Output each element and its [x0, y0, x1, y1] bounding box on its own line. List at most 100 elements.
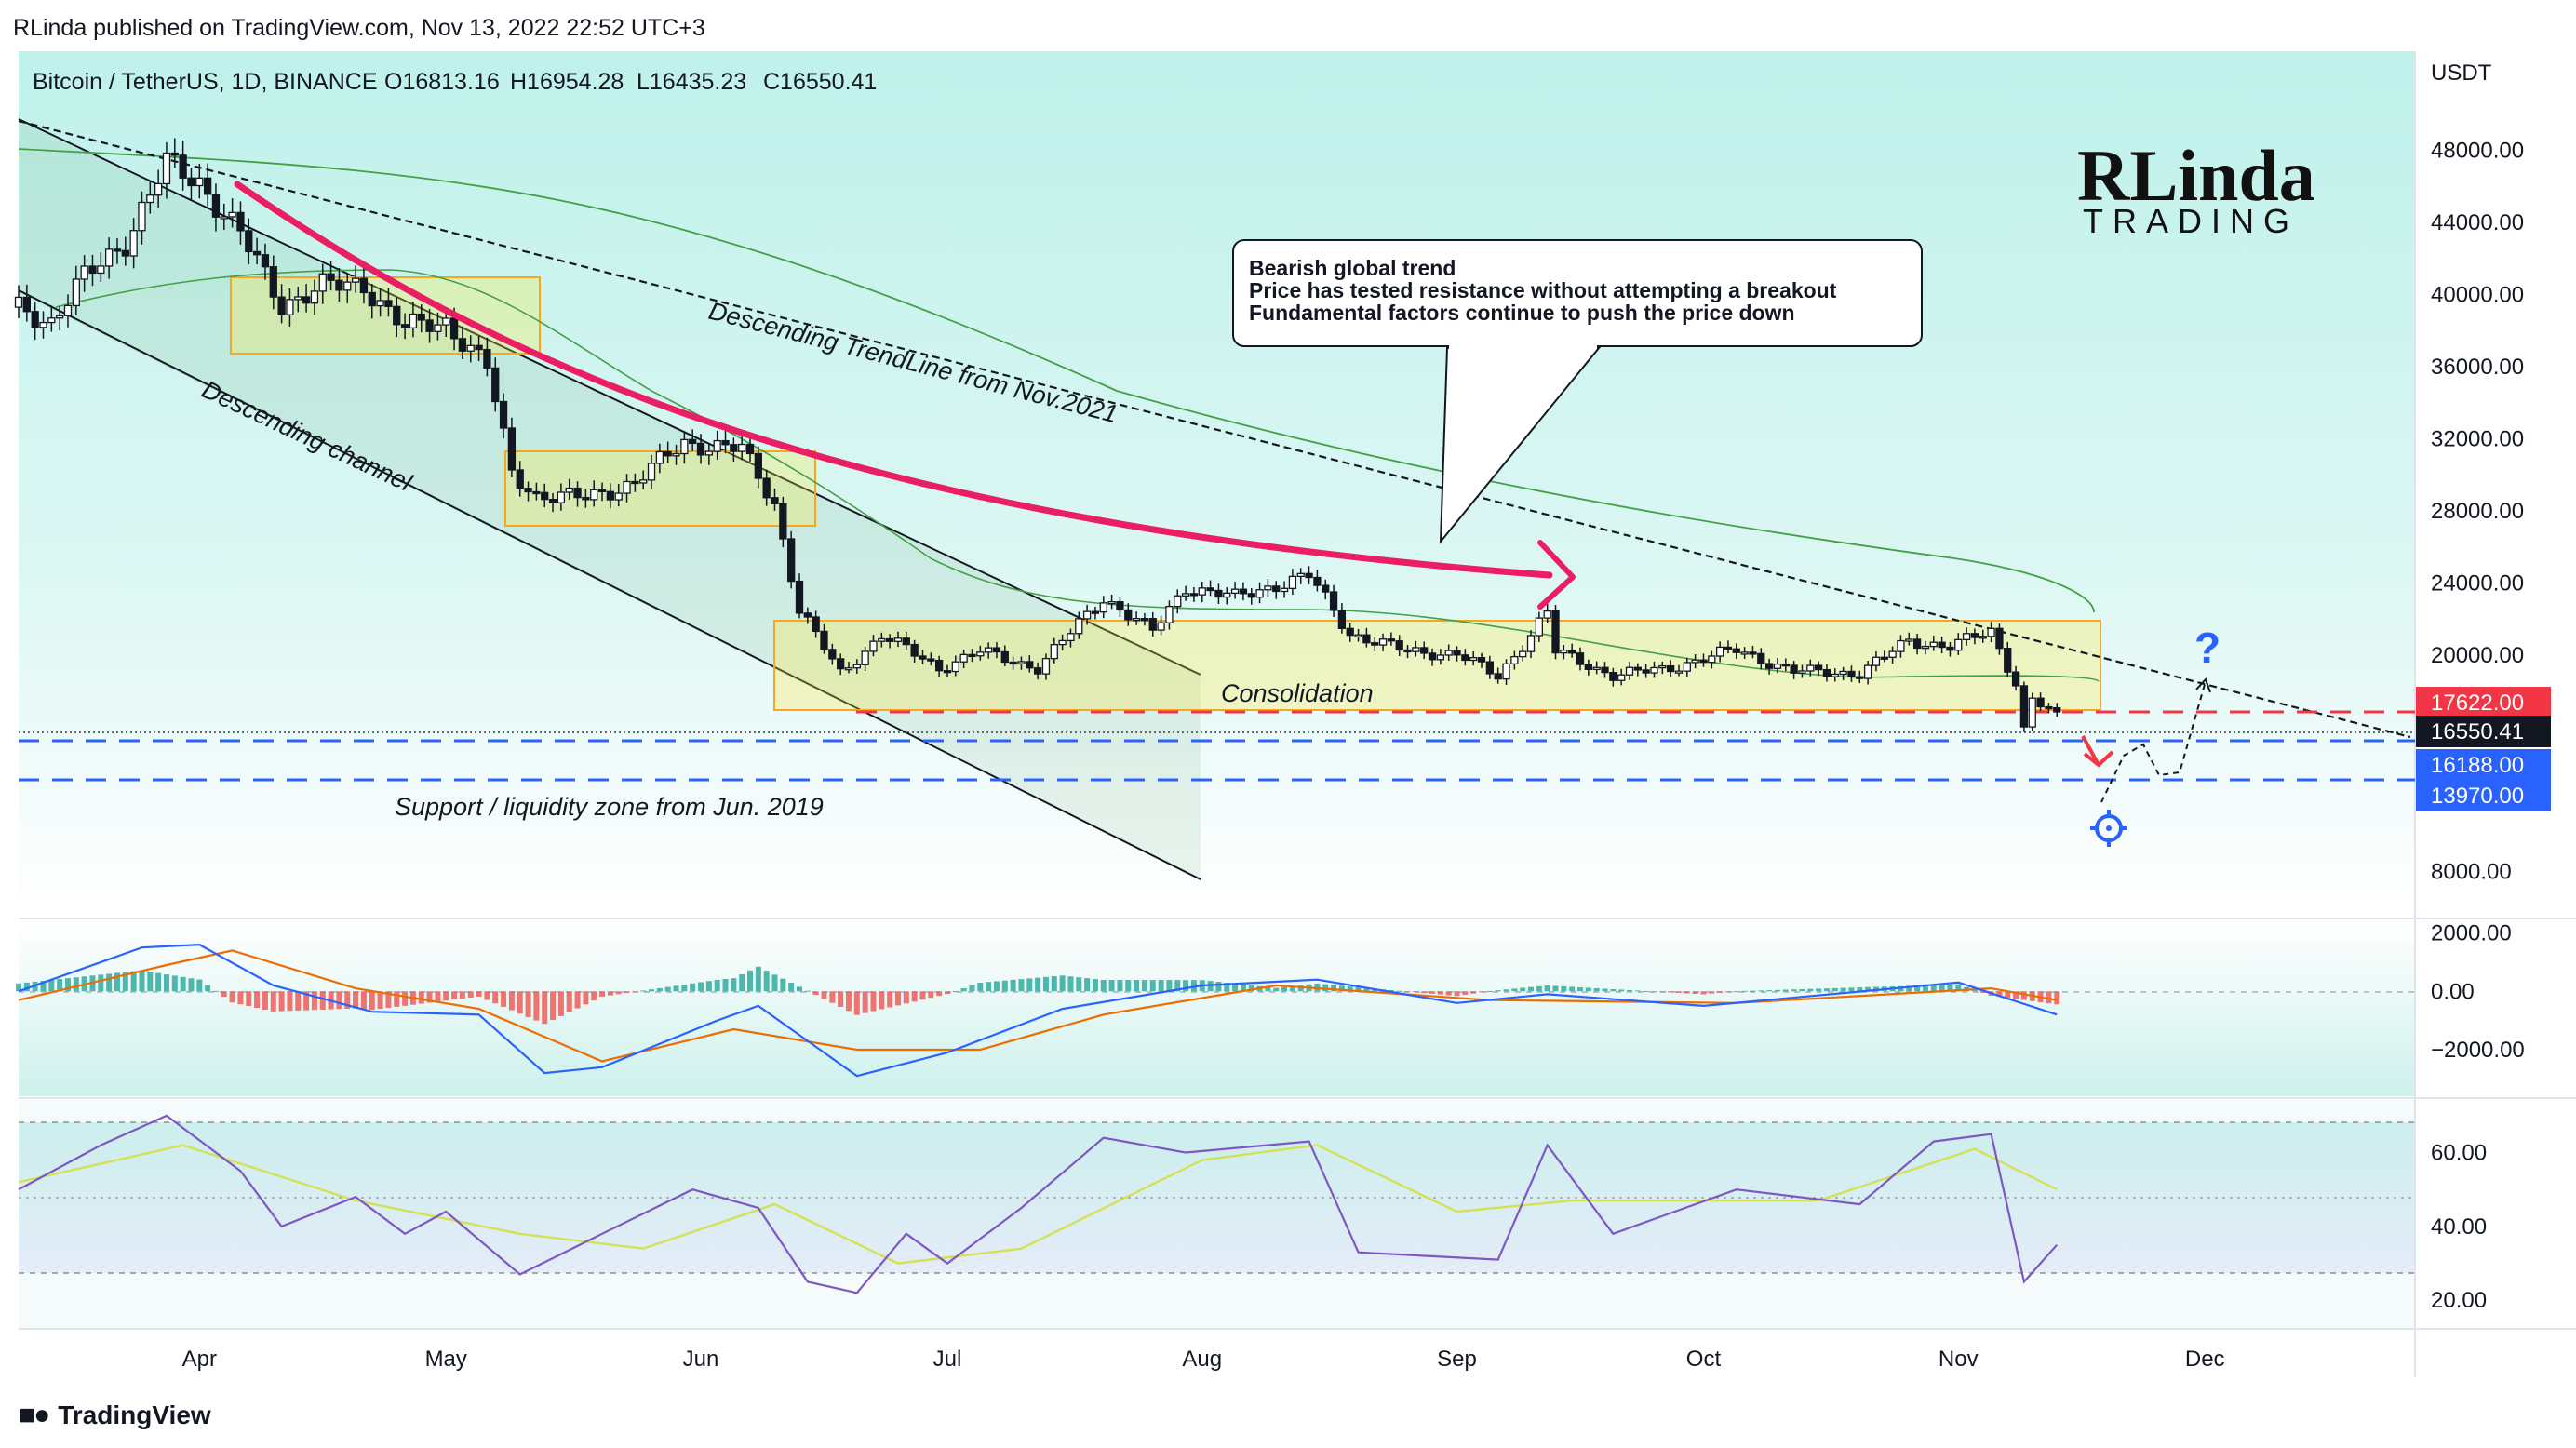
- macd-bar: [1626, 989, 1632, 992]
- candle-body: [597, 489, 607, 493]
- candle-body: [1863, 664, 1872, 679]
- macd-bar: [944, 991, 950, 995]
- macd-bar: [1322, 984, 1329, 992]
- macd-bar: [1117, 980, 1123, 992]
- candle-body: [1929, 641, 1938, 648]
- candle-body: [449, 317, 459, 340]
- candle-body: [1551, 610, 1560, 654]
- price-tick-label: 36000.00: [2431, 355, 2524, 380]
- macd-bar: [1700, 991, 1707, 995]
- callout-line-1: Bearish global trend: [1249, 256, 1456, 280]
- candle-body: [524, 488, 532, 493]
- macd-bar: [16, 983, 21, 992]
- price-tag-label: 16188.00: [2431, 753, 2524, 778]
- candle-body: [1000, 650, 1009, 664]
- macd-axis[interactable]: 2000.00 0.00 −2000.00: [2431, 921, 2525, 1063]
- candle-body: [689, 438, 697, 445]
- macd-bar: [451, 991, 458, 1000]
- candlestick-series[interactable]: [14, 138, 2061, 732]
- candle-body: [1543, 610, 1551, 619]
- candle-body: [745, 443, 755, 455]
- candle-body: [910, 643, 919, 657]
- forecast-down-arrow[interactable]: [2081, 735, 2114, 768]
- macd-bar: [673, 985, 679, 992]
- macd-bar: [1791, 989, 1797, 992]
- macd-bar: [1042, 976, 1049, 992]
- forecast-path[interactable]: [2100, 680, 2207, 803]
- time-tick-label: Jul: [933, 1347, 962, 1372]
- candle-body: [400, 324, 409, 328]
- candle-body: [934, 659, 944, 672]
- time-tick-label: Nov: [1939, 1347, 1979, 1372]
- macd-bar: [246, 991, 252, 1007]
- ma-50-line[interactable]: [55, 269, 2100, 682]
- candle-body: [837, 658, 845, 670]
- candle-body: [820, 630, 828, 650]
- macd-bar: [1001, 980, 1008, 992]
- candle-body: [1230, 588, 1240, 595]
- macd-bar: [336, 991, 342, 1010]
- macd-bar: [960, 988, 967, 992]
- candle-body: [1116, 601, 1124, 611]
- candle-body: [1280, 587, 1289, 593]
- macd-bar: [467, 991, 474, 998]
- macd-bar: [1577, 986, 1584, 992]
- candle-body: [639, 479, 648, 484]
- macd-bar: [887, 991, 893, 1008]
- candle-body: [1814, 664, 1823, 671]
- price-tick-label: 8000.00: [2431, 860, 2512, 885]
- macd-bar: [443, 991, 449, 1001]
- time-axis[interactable]: Apr May Jun Jul Aug Sep Oct Nov Dec: [182, 1347, 2225, 1372]
- candle-body: [1337, 610, 1347, 629]
- candle-body: [425, 319, 434, 332]
- descending-trendline[interactable]: [18, 119, 2411, 739]
- candle-body: [286, 299, 294, 315]
- candle-body: [1403, 649, 1412, 653]
- price-tick-label: 44000.00: [2431, 210, 2524, 235]
- macd-bar: [1413, 991, 1419, 993]
- candle-body: [318, 273, 327, 292]
- macd-bar: [1100, 979, 1107, 992]
- candle-body: [984, 647, 993, 653]
- ohlc-open: O16813.16: [384, 69, 500, 95]
- macd-bar: [212, 990, 219, 992]
- candle-body: [335, 279, 343, 291]
- macd-bar: [615, 991, 622, 995]
- candle-body: [886, 637, 894, 642]
- candle-body: [893, 637, 903, 642]
- macd-bar: [1363, 987, 1370, 992]
- macd-bar: [303, 991, 310, 1011]
- macd-bar: [1454, 991, 1460, 997]
- macd-bar: [1224, 982, 1230, 992]
- candle-body: [22, 296, 31, 313]
- macd-bar: [1495, 990, 1501, 992]
- macd-bar: [862, 991, 868, 1013]
- macd-bar: [1831, 987, 1838, 992]
- candle-body: [1708, 655, 1716, 664]
- candle-body: [97, 265, 105, 275]
- macd-bar: [1823, 988, 1830, 992]
- candle-body: [943, 670, 952, 674]
- candle-body: [14, 296, 23, 308]
- macd-bar: [2046, 991, 2052, 1004]
- consolidation-box[interactable]: [773, 620, 2101, 711]
- macd-bar: [821, 991, 827, 999]
- macd-bar: [287, 991, 293, 1012]
- macd-bar: [1059, 975, 1066, 992]
- bearish-curve-arrow[interactable]: [234, 181, 1553, 579]
- macd-bar: [196, 979, 203, 992]
- macd-bar: [311, 991, 317, 1011]
- candle-body: [844, 667, 853, 671]
- macd-bar: [739, 974, 745, 992]
- ma-200-line[interactable]: [18, 148, 2095, 613]
- macd-bar: [1758, 990, 1764, 992]
- macd-line: [18, 943, 2058, 1078]
- price-tick-label: 48000.00: [2431, 139, 2524, 164]
- macd-bar: [1733, 991, 1739, 993]
- macd-bar: [870, 991, 877, 1012]
- rsi-axis[interactable]: 60.00 40.00 20.00: [2431, 1141, 2487, 1314]
- candle-body: [1740, 651, 1749, 655]
- tradingview-brand[interactable]: ■● TradingView: [19, 1400, 211, 1431]
- macd-bar: [492, 991, 499, 1004]
